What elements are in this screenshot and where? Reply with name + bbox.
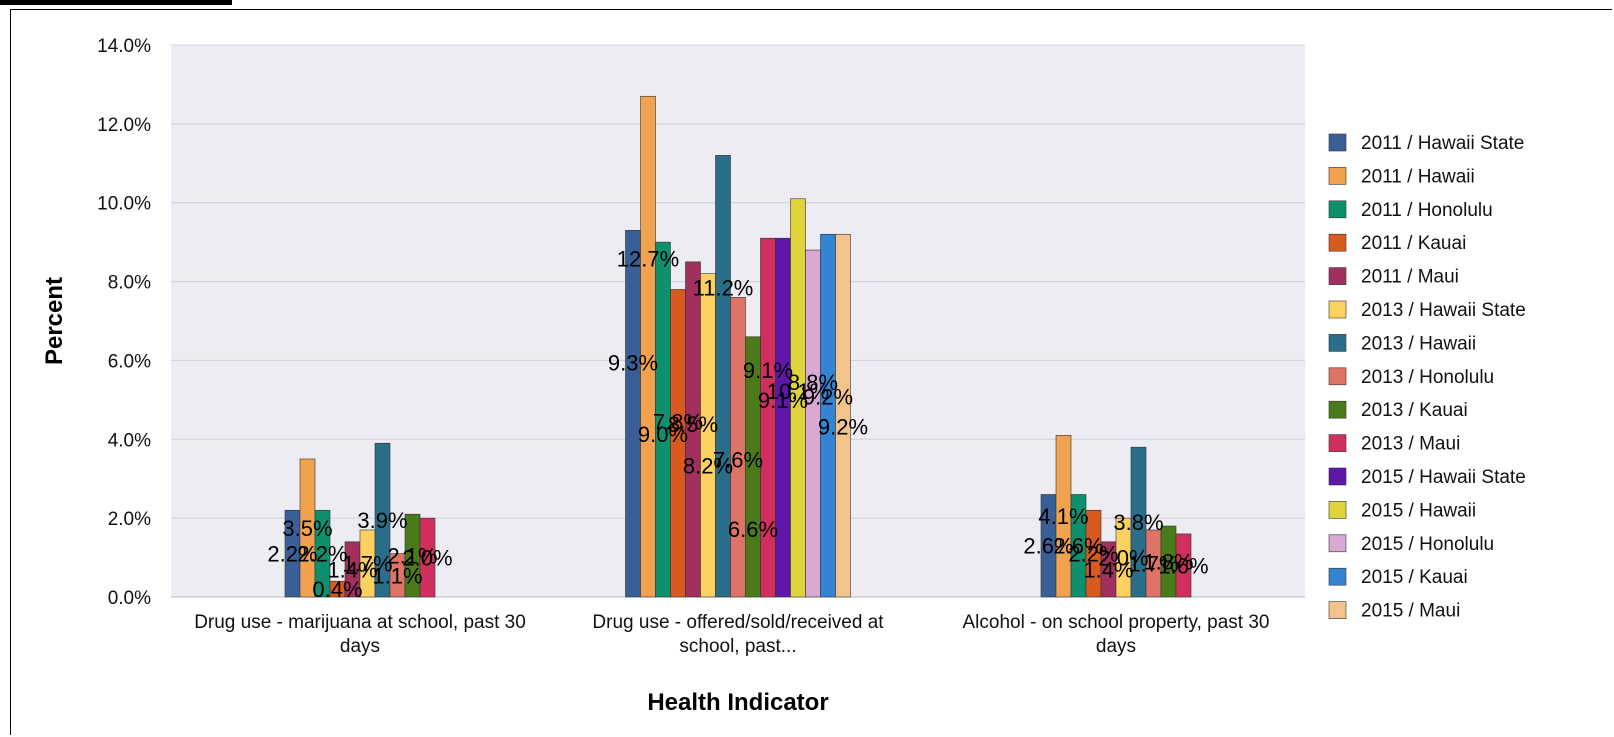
data-label: 9.0%	[638, 422, 688, 447]
y-tick-label: 8.0%	[108, 273, 151, 294]
data-label: 2.2%	[267, 542, 317, 567]
bars	[284, 95, 1192, 598]
data-label: 2.2%	[1068, 542, 1118, 567]
data-label: 1.4%	[327, 557, 377, 582]
bar	[760, 237, 776, 598]
legend-swatch	[1328, 267, 1347, 285]
legend-swatch	[1328, 434, 1347, 452]
legend-entry: 2011 / Honolulu	[1361, 200, 1493, 221]
data-label: 9.2%	[803, 384, 853, 409]
bar	[314, 509, 331, 598]
bar	[835, 233, 851, 598]
data-label: 11.2%	[693, 275, 754, 300]
data-label: 1.4%	[1083, 557, 1133, 582]
data-label: 2.2%	[297, 542, 347, 567]
legend-entry: 2013 / Hawaii	[1361, 333, 1476, 354]
legend-swatch	[1328, 467, 1347, 486]
legend: 2011 / Hawaii State 2011 / Hawaii 2011 / H…	[1328, 133, 1526, 622]
legend-swatch	[1328, 534, 1347, 553]
y-tick-label: 14.0%	[97, 36, 151, 57]
frame-top-bar	[0, 0, 232, 5]
chart-frame	[10, 9, 1612, 735]
data-label: 3.8%	[1113, 510, 1163, 535]
data-label: 1.7%	[1128, 551, 1178, 576]
data-label: 7.6%	[713, 447, 763, 472]
data-labels: 2.2%3.5%2.2%0.4%1.4%1.7%3.9%1.1%2.1%2.0%…	[267, 246, 1208, 602]
data-label: 3.5%	[282, 516, 332, 541]
legend-entry: 2011 / Hawaii State	[1361, 133, 1524, 154]
x-axis-title: Health Indicator	[647, 689, 828, 716]
bar	[1130, 446, 1147, 598]
legend-entry: 2013 / Maui	[1361, 434, 1460, 455]
legend-entry: 2013 / Hawaii State	[1361, 300, 1526, 321]
legend-entry: 2015 / Hawaii State	[1361, 467, 1526, 488]
legend-swatch	[1328, 367, 1347, 386]
data-label: 8.2%	[683, 454, 733, 479]
data-label: 1.1%	[372, 563, 422, 588]
bar	[625, 230, 641, 598]
data-label: 7.8%	[653, 409, 703, 434]
legend-entry: 2011 / Hawaii	[1361, 166, 1475, 187]
data-label: 10.1%	[767, 379, 829, 404]
legend-swatch	[1328, 501, 1347, 519]
x-category-label: days	[340, 636, 380, 657]
data-label: 3.9%	[357, 508, 407, 533]
data-label: 4.1%	[1038, 504, 1088, 529]
x-category-label: school, past...	[679, 636, 796, 657]
legend-swatch	[1328, 334, 1347, 352]
legend-entry: 2013 / Kauai	[1361, 400, 1468, 421]
data-label: 2.1%	[387, 544, 437, 569]
data-label: 8.5%	[668, 412, 718, 437]
data-label: 2.6%	[1053, 534, 1103, 559]
legend-swatch	[1328, 300, 1347, 319]
y-tick-label: 2.0%	[108, 509, 151, 530]
data-label: 9.2%	[818, 414, 868, 439]
legend-entry: 2011 / Kauai	[1361, 233, 1466, 254]
legend-swatch	[1328, 200, 1347, 219]
data-label: 9.3%	[608, 350, 658, 375]
legend-swatch	[1328, 133, 1347, 152]
y-tick-label: 4.0%	[108, 430, 151, 451]
y-axis-title: Percent	[41, 277, 68, 365]
x-category-label: Alcohol - on school property, past 30	[963, 612, 1270, 633]
bar	[419, 517, 436, 598]
legend-swatch	[1328, 567, 1347, 586]
data-label: 2.6%	[1023, 534, 1073, 559]
x-category-label: Drug use - marijuana at school, past 30	[194, 612, 526, 633]
y-tick-label: 6.0%	[108, 351, 151, 372]
y-axis-ticks: 0.0% 2.0% 4.0% 6.0% 8.0% 10.0% 12.0% 14.0%	[97, 36, 151, 609]
legend-entry: 2015 / Kauai	[1361, 567, 1468, 588]
bar	[1175, 533, 1192, 598]
x-category-label: Drug use - offered/sold/received at	[592, 612, 884, 633]
data-label: 1.8%	[1143, 550, 1193, 575]
legend-swatch	[1328, 167, 1347, 185]
legend-entry: 2015 / Hawaii	[1361, 500, 1476, 521]
bar	[775, 237, 791, 598]
y-tick-label: 0.0%	[108, 588, 151, 609]
data-label: 6.6%	[728, 517, 778, 542]
data-label: 9.1%	[758, 388, 808, 413]
legend-entry: 2011 / Maui	[1361, 267, 1459, 288]
legend-swatch	[1328, 601, 1347, 619]
y-tick-label: 12.0%	[97, 115, 151, 136]
legend-swatch	[1328, 400, 1347, 419]
bar	[640, 95, 656, 598]
data-label: 2.0%	[1098, 546, 1148, 571]
data-label: 8.8%	[788, 370, 838, 395]
data-label: 1.6%	[1158, 553, 1208, 578]
legend-entry: 2015 / Honolulu	[1361, 534, 1494, 555]
data-label: 0.4%	[312, 577, 362, 602]
data-label: 9.1%	[743, 358, 793, 383]
data-label: 2.0%	[402, 546, 452, 571]
x-category-label: days	[1096, 636, 1136, 657]
legend-entry: 2015 / Maui	[1361, 601, 1460, 622]
x-axis-categories: Drug use - marijuana at school, past 30 d…	[194, 612, 1269, 657]
bar	[374, 442, 391, 598]
y-tick-label: 10.0%	[97, 194, 151, 215]
data-label: 1.7%	[342, 551, 392, 576]
legend-swatch	[1328, 233, 1347, 252]
legend-entry: 2013 / Honolulu	[1361, 367, 1494, 388]
data-label: 12.7%	[617, 246, 679, 271]
